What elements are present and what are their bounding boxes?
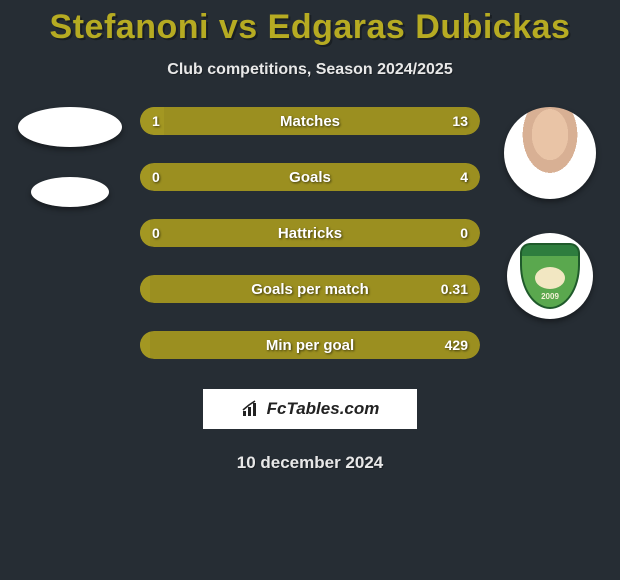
right-club-crest: [507, 233, 593, 319]
stat-bar: Min per goal429: [140, 331, 480, 359]
bar-label: Matches: [140, 113, 480, 130]
bar-value-right: 4: [460, 169, 468, 185]
bar-value-right: 429: [445, 337, 468, 353]
card: Stefanoni vs Edgaras Dubickas Club compe…: [0, 0, 620, 473]
brand-chart-icon: [241, 400, 261, 418]
crest-shield-icon: [520, 243, 580, 309]
page-title: Stefanoni vs Edgaras Dubickas: [0, 8, 620, 47]
bar-label: Goals per match: [140, 281, 480, 298]
stat-bar: 0Hattricks0: [140, 219, 480, 247]
brand-text: FcTables.com: [267, 399, 380, 419]
bar-value-right: 0.31: [441, 281, 468, 297]
stat-bar: 0Goals4: [140, 163, 480, 191]
bar-value-right: 0: [460, 225, 468, 241]
stat-bars: 1Matches130Goals40Hattricks0Goals per ma…: [140, 107, 480, 359]
brand-badge: FcTables.com: [203, 389, 417, 429]
right-player-avatar: [504, 107, 596, 199]
stat-bar: 1Matches13: [140, 107, 480, 135]
bar-value-right: 13: [452, 113, 468, 129]
right-player-col: [498, 107, 602, 319]
left-player-avatar: [18, 107, 122, 147]
left-player-col: [18, 107, 122, 207]
left-club-crest: [31, 177, 109, 207]
stat-bar: Goals per match0.31: [140, 275, 480, 303]
comparison-row: 1Matches130Goals40Hattricks0Goals per ma…: [0, 107, 620, 359]
date-label: 10 december 2024: [0, 453, 620, 473]
page-subtitle: Club competitions, Season 2024/2025: [0, 61, 620, 79]
bar-label: Goals: [140, 169, 480, 186]
bar-label: Min per goal: [140, 337, 480, 354]
bar-label: Hattricks: [140, 225, 480, 242]
